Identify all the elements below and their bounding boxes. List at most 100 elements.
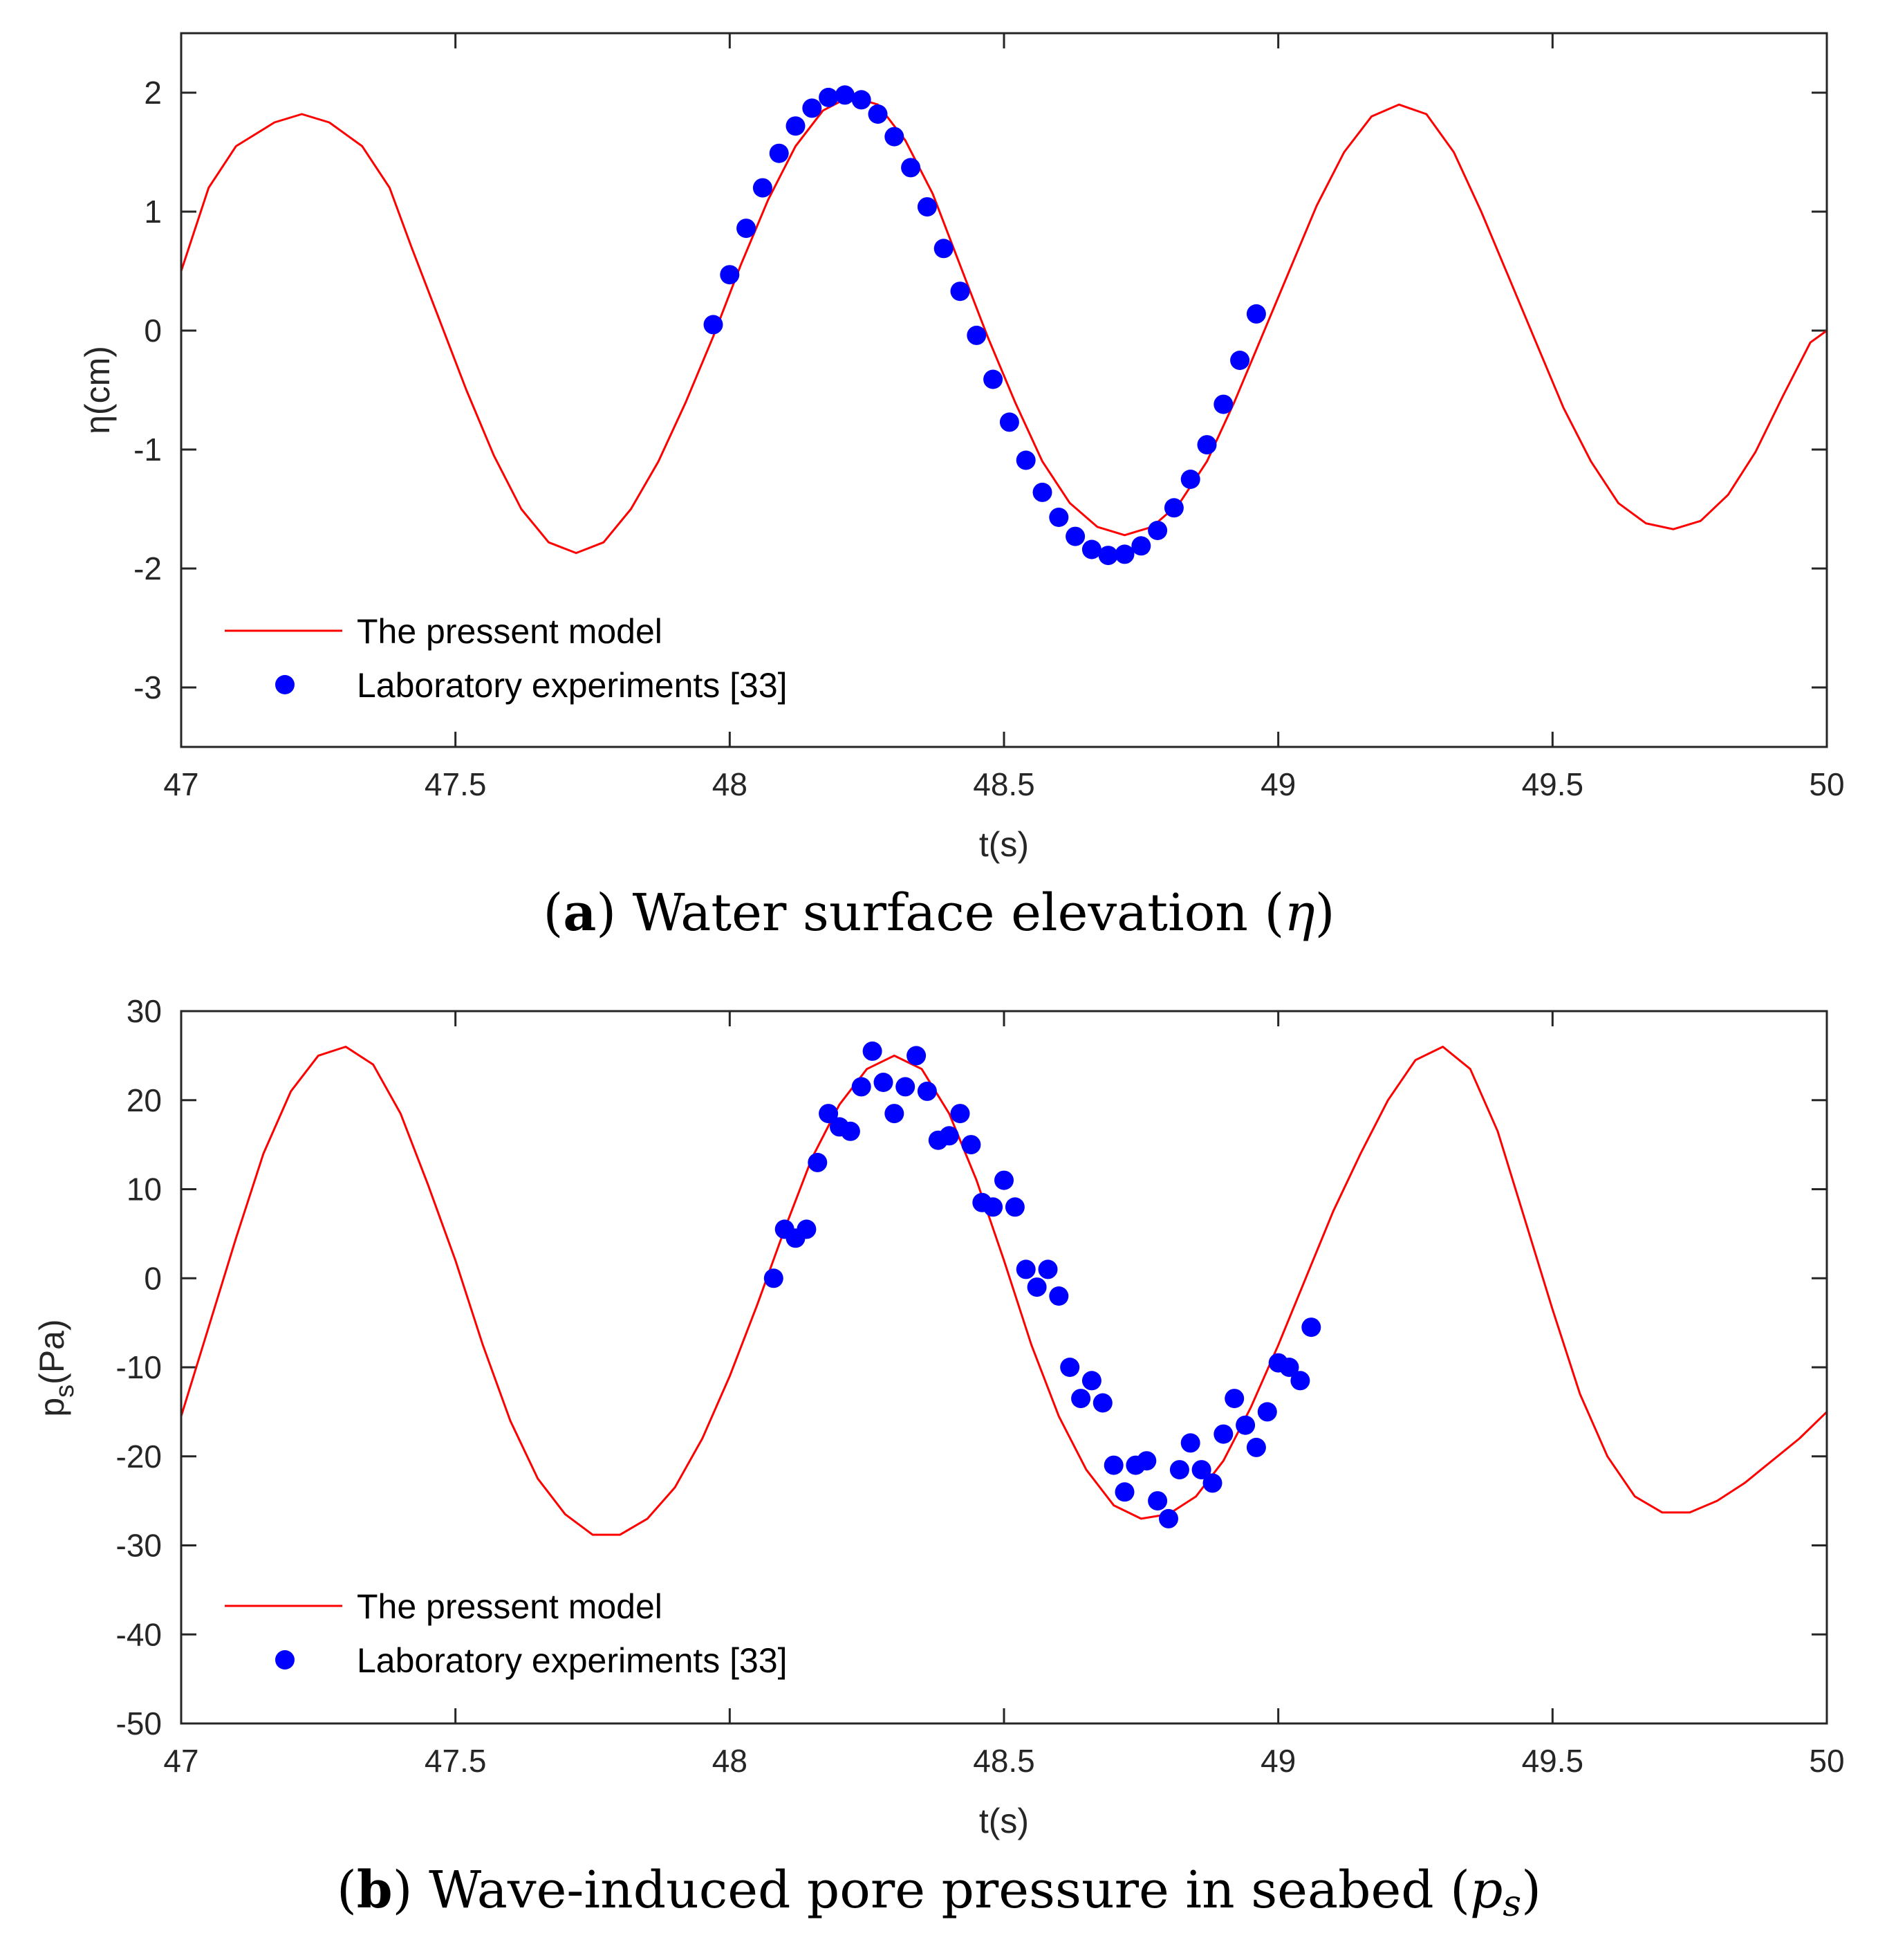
legend-label-model-a: The pressent model xyxy=(357,612,662,651)
experiment-point xyxy=(797,1219,817,1239)
experiment-point xyxy=(1290,1371,1310,1391)
legend-label-model-b: The pressent model xyxy=(357,1587,662,1626)
y-tick-label: -50 xyxy=(116,1705,162,1741)
experiment-point xyxy=(1301,1318,1321,1338)
experiment-point xyxy=(961,1135,981,1155)
experiment-point xyxy=(999,412,1019,432)
experiment-point xyxy=(1214,1424,1234,1444)
experiment-point xyxy=(983,369,1003,389)
x-tick-label: 49 xyxy=(1261,1743,1296,1779)
experiment-point xyxy=(1159,1508,1178,1528)
experiment-point xyxy=(950,1104,970,1124)
legend-a: The pressent model Laboratory experiment… xyxy=(225,612,788,705)
experiment-point xyxy=(769,143,789,163)
caption-b: (b) Wave-induced pore pressure in seabed… xyxy=(337,1860,1541,1925)
x-tick-label: 49.5 xyxy=(1522,1743,1584,1779)
experiment-series-b xyxy=(763,1041,1321,1528)
x-tick-label: 49.5 xyxy=(1522,766,1584,802)
experiment-point xyxy=(851,1077,871,1097)
experiment-point xyxy=(873,1073,893,1092)
panel-b-chart: 47 47.5 48 48.5 49 49.5 50 -50 -40 -30 -20 -10 0 10 2… xyxy=(32,993,1845,1925)
experiment-point xyxy=(917,1081,937,1101)
experiment-series-a xyxy=(703,85,1266,566)
y-tick-labels-a: -3 -2 -1 0 1 2 xyxy=(133,75,162,705)
experiment-point xyxy=(703,315,723,335)
y-tick-label: -20 xyxy=(116,1439,162,1474)
experiment-point xyxy=(802,98,822,118)
experiment-point xyxy=(1180,1433,1200,1453)
experiment-point xyxy=(808,1152,828,1172)
x-tick-label: 47.5 xyxy=(425,766,487,802)
experiment-point xyxy=(1071,1389,1091,1409)
experiment-point xyxy=(819,87,839,107)
experiment-point xyxy=(1093,1393,1113,1413)
x-tick-label: 50 xyxy=(1809,766,1844,802)
x-tick-label: 47.5 xyxy=(425,1743,487,1779)
y-tick-label: -2 xyxy=(133,551,162,586)
experiment-point xyxy=(1115,544,1135,564)
x-tick-labels-a: 47 47.5 48 48.5 49 49.5 50 xyxy=(163,766,1844,802)
experiment-point xyxy=(884,1104,904,1124)
experiment-point xyxy=(884,127,904,147)
x-tick-label: 50 xyxy=(1809,1743,1844,1779)
experiment-point xyxy=(967,325,987,345)
caption-a: (a) Water surface elevation (η) xyxy=(543,883,1335,943)
y-tick-labels-b: -50 -40 -30 -20 -10 0 10 20 30 xyxy=(116,993,162,1741)
x-tick-label: 48.5 xyxy=(973,766,1035,802)
x-tick-label: 49 xyxy=(1261,766,1296,802)
x-tick-label: 48.5 xyxy=(973,1743,1035,1779)
experiment-point xyxy=(1016,1259,1036,1279)
experiment-point xyxy=(1081,1371,1101,1391)
legend-label-experiments-a: Laboratory experiments [33] xyxy=(357,666,788,705)
experiment-point xyxy=(917,197,937,217)
y-tick-label: 20 xyxy=(127,1082,162,1118)
experiment-point xyxy=(895,1077,915,1097)
experiment-point xyxy=(950,281,970,302)
x-axis-title-b: t(s) xyxy=(979,1802,1029,1840)
experiment-point xyxy=(1148,521,1168,540)
experiment-point xyxy=(1191,1460,1211,1480)
experiment-point xyxy=(1098,546,1118,566)
experiment-point xyxy=(835,85,855,105)
experiment-point xyxy=(1137,1451,1157,1471)
y-tick-label: -3 xyxy=(133,669,162,705)
experiment-point xyxy=(1104,1455,1124,1475)
experiment-point xyxy=(1279,1358,1299,1377)
experiment-point xyxy=(752,178,772,198)
panel-a-chart: 47 47.5 48 48.5 49 49.5 50 -3 -2 -1 0 1 2 The press… xyxy=(78,32,1845,943)
experiment-point xyxy=(1169,1460,1189,1480)
plot-frame-a xyxy=(180,32,1828,748)
experiment-point xyxy=(1230,351,1250,370)
y-tick-label: 2 xyxy=(144,75,162,111)
experiment-point xyxy=(785,116,806,136)
experiment-point xyxy=(1066,526,1086,546)
experiment-point xyxy=(1049,508,1069,527)
experiment-point xyxy=(720,265,740,285)
y-tick-label: 10 xyxy=(127,1172,162,1208)
legend-dot-swatch-b xyxy=(275,1650,295,1670)
y-tick-label: 0 xyxy=(144,1260,162,1296)
x-axis-title-a: t(s) xyxy=(979,825,1029,864)
experiment-point xyxy=(1257,1402,1277,1422)
experiment-point xyxy=(1225,1389,1245,1409)
plot-frame-b xyxy=(180,1010,1828,1725)
x-tick-label: 47 xyxy=(163,766,198,802)
y-tick-label: -40 xyxy=(116,1616,162,1652)
experiment-point xyxy=(1148,1491,1168,1511)
x-tick-labels-b: 47 47.5 48 48.5 49 49.5 50 xyxy=(163,1743,1844,1779)
experiment-point xyxy=(1032,482,1052,502)
experiment-point xyxy=(868,104,888,124)
experiment-point xyxy=(983,1197,1003,1217)
y-tick-label: 30 xyxy=(127,993,162,1029)
x-tick-label: 48 xyxy=(712,1743,747,1779)
legend-label-experiments-b: Laboratory experiments [33] xyxy=(357,1641,788,1680)
experiment-point xyxy=(994,1170,1014,1190)
experiment-point xyxy=(1060,1358,1080,1377)
experiment-point xyxy=(851,90,871,110)
experiment-point xyxy=(1115,1482,1135,1502)
experiment-point xyxy=(1180,470,1200,489)
experiment-point xyxy=(1005,1197,1025,1217)
model-line xyxy=(180,95,1828,555)
experiment-point xyxy=(1016,450,1036,470)
